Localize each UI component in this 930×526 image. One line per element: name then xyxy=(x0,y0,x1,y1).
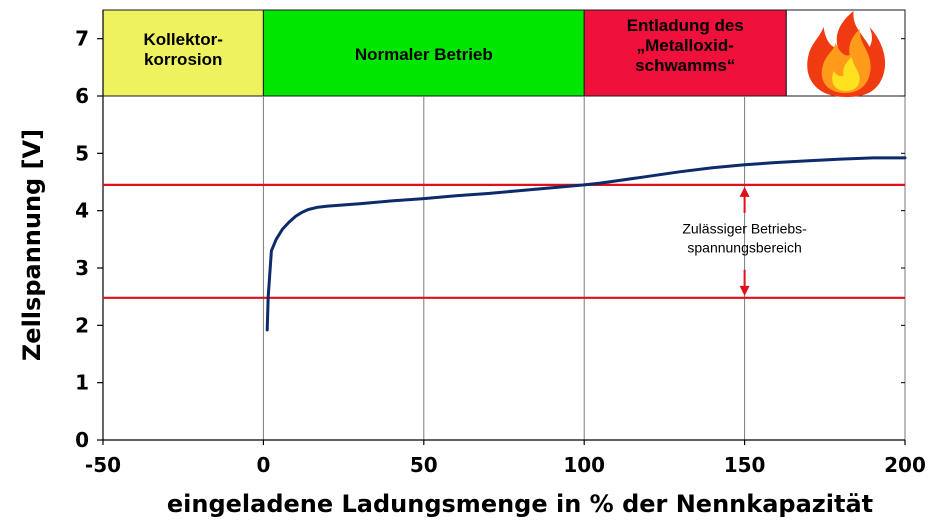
y-tick-label-3: 3 xyxy=(75,256,89,280)
zone-label-line: Kollektor- xyxy=(144,30,223,49)
x-tick-label-4: 150 xyxy=(724,453,766,477)
axes xyxy=(97,10,906,445)
y-tick-label-4: 4 xyxy=(75,199,89,223)
series-line-0 xyxy=(265,156,907,332)
y-tick-label-6: 6 xyxy=(75,84,89,108)
annotation-arrow-down-head xyxy=(739,285,750,296)
x-axis-label: eingeladene Ladungsmenge in % der Nennka… xyxy=(167,490,873,518)
x-tick-label-0: -50 xyxy=(85,453,121,477)
grid xyxy=(102,96,906,440)
y-tick-label-1: 1 xyxy=(75,371,89,395)
zone-2 xyxy=(583,9,787,97)
zone-label-line: „Metalloxid- xyxy=(637,36,734,55)
zone-label-line: korrosion xyxy=(144,50,222,69)
zone-0 xyxy=(102,9,264,97)
y-tick-label-5: 5 xyxy=(75,141,89,165)
annotation: Zulässiger Betriebs-spannungsbereich xyxy=(682,186,807,296)
zone-label-line: Normaler Betrieb xyxy=(355,45,493,64)
zone-band: Kollektor-korrosion Normaler Betrieb Entla… xyxy=(102,9,906,97)
zone-label-line: schwamms“ xyxy=(635,56,735,75)
zone-label-2: Entladung des „Metalloxid-schwamms“ xyxy=(627,16,744,75)
x-tick-label-5: 200 xyxy=(884,453,926,477)
x-tick-label-1: 0 xyxy=(256,453,270,477)
x-tick-label-2: 50 xyxy=(410,453,438,477)
annotation-text-line: Zulässiger Betriebs- xyxy=(682,220,807,236)
zone-1 xyxy=(262,9,585,97)
zone-label-line: Entladung des xyxy=(627,16,744,35)
y-tick-label-2: 2 xyxy=(75,313,89,337)
zone-label-1: Normaler Betrieb xyxy=(355,45,493,64)
y-tick-label-7: 7 xyxy=(75,27,89,51)
zone-label-0: Kollektor-korrosion xyxy=(144,30,223,69)
x-tick-label-3: 100 xyxy=(563,453,605,477)
flame-inner xyxy=(832,57,860,91)
y-axis-label: Zellspannung [V] xyxy=(18,129,46,361)
annotation-arrow-up-head xyxy=(739,186,750,197)
y-tick-label-0: 0 xyxy=(75,428,89,452)
annotation-text-line: spannungsbereich xyxy=(687,239,801,255)
annotation-text: Zulässiger Betriebs-spannungsbereich xyxy=(682,220,807,255)
fire-icon xyxy=(807,11,886,97)
reference-lines xyxy=(103,183,905,299)
series xyxy=(265,156,907,332)
